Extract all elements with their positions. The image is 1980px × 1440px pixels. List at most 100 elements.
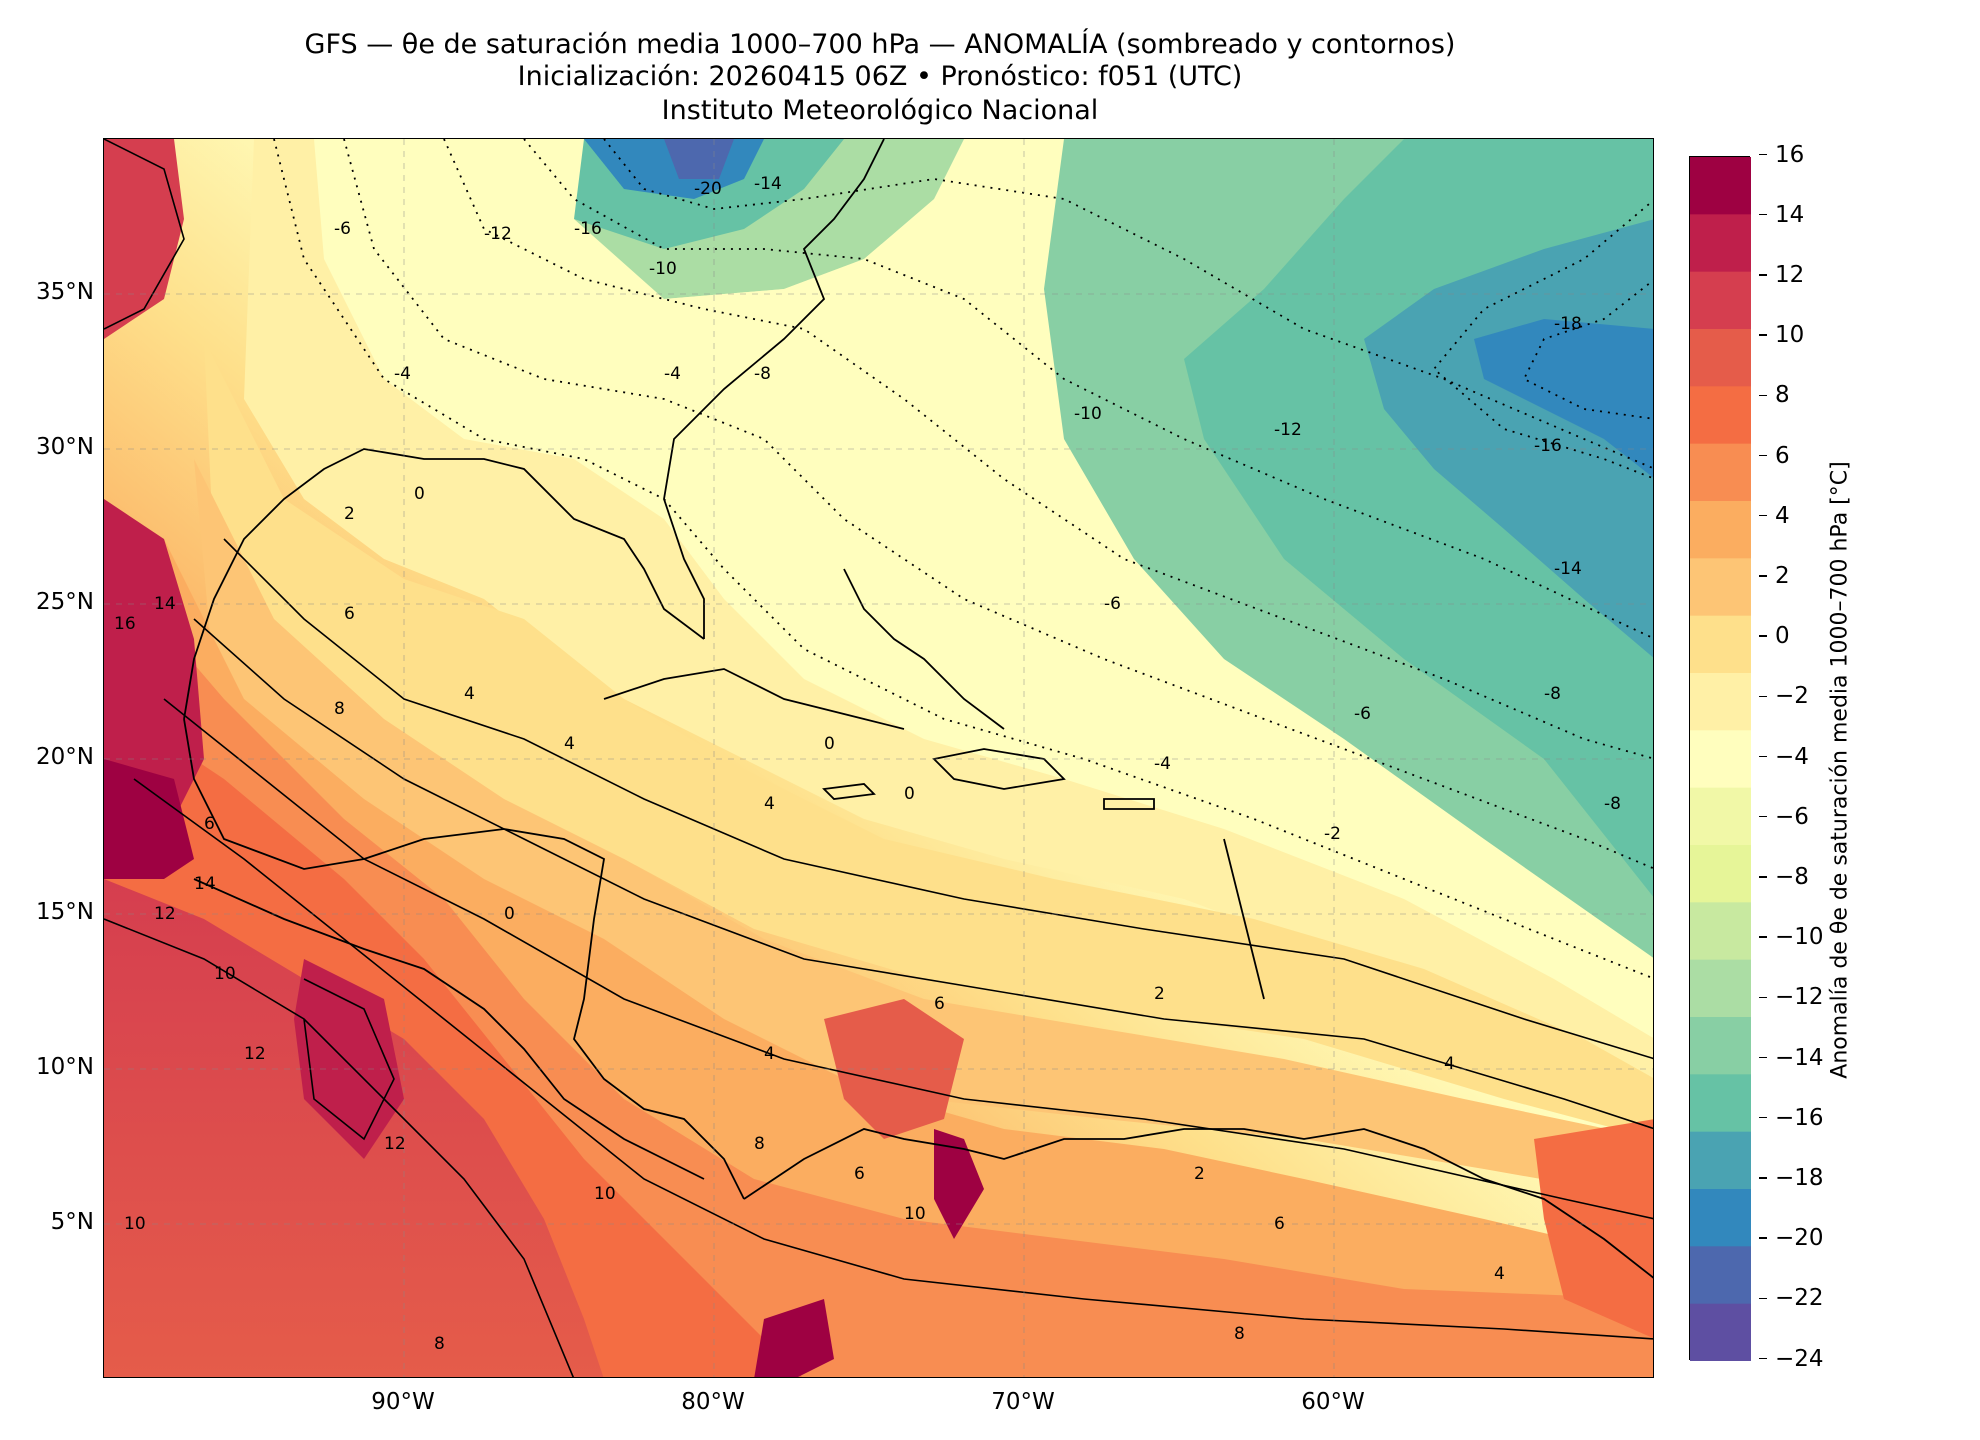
colorbar-swatch [1690,1303,1751,1361]
contour-label: -16 [1534,436,1562,456]
coast-us-east [663,139,885,639]
colorbar-tick: −6 [1759,803,1809,830]
coast-gulf [183,448,705,720]
init-forecast-subtitle: Inicialización: 20260415 06Z • Pronóstic… [517,61,1243,92]
contour-label: -8 [754,364,771,384]
lon-label-70w: 70°W [991,1389,1055,1415]
colorbar-swatch [1690,329,1751,387]
colorbar-swatch [1690,787,1751,846]
contour-label: 0 [414,484,425,504]
contour-label: 12 [154,904,176,924]
contour-label: -2 [1324,824,1341,844]
contour-label: -6 [1354,704,1371,724]
colorbar-swatch [1690,558,1751,617]
colorbar-swatch [1690,386,1751,445]
gridlines [104,139,1653,1377]
coast-hispaniola [932,748,1066,790]
colorbar-swatch [1690,1189,1751,1247]
colorbar-label-text: Anomalía de θe de saturación media 1000–… [1827,461,1853,1079]
lon-label-90w: 90°W [371,1389,435,1415]
contour-label: 10 [124,1214,146,1234]
contour-label: 14 [194,874,216,894]
colorbar-swatch [1690,1131,1751,1190]
coastlines [183,139,1653,1279]
contour-label: 8 [754,1134,765,1154]
colorbar-tick: −20 [1759,1225,1824,1251]
contour-label: -12 [1274,420,1302,440]
map-title: GFS — θe de saturación media 1000–700 hP… [304,29,1456,60]
lat-label-30n: 30°N [36,434,94,460]
contour-label: -10 [1074,404,1102,424]
lat-label-15n: 15°N [36,899,94,925]
contour-label: 6 [854,1164,865,1184]
colorbar-tick: −10 [1759,924,1824,950]
colorbar [1689,156,1751,1361]
anomaly-field-svg: -20 -18 -16 -16 -14 -14 -12 -12 -10 -10 … [104,139,1653,1377]
contour-label: 2 [1154,984,1165,1004]
contour-label: -18 [1554,314,1582,334]
lat-label-10n: 10°N [36,1054,94,1080]
contour-label: -6 [1104,594,1121,614]
band-hot-andes [934,1129,984,1239]
contours-positive [104,139,1653,1377]
band-warm-colombia [824,999,964,1139]
coast-puertorico [1103,798,1155,810]
contour-label: 10 [594,1184,616,1204]
contour-label: 6 [204,814,215,834]
map-panel: -20 -18 -16 -16 -14 -14 -12 -12 -10 -10 … [103,138,1654,1378]
colorbar-tick: 0 [1759,623,1790,649]
band-north-core [664,139,734,179]
colorbar-tick: 4 [1759,502,1790,529]
colorbar-tick: −22 [1759,1285,1824,1311]
colorbar-swatch [1690,501,1751,559]
coast-cuba [603,668,905,730]
contour-label: -4 [664,364,681,384]
contour-label: -20 [694,179,722,199]
colorbar-tick: 12 [1759,261,1804,288]
contour-label: 4 [764,1044,775,1064]
lat-label-20n: 20°N [36,744,94,770]
lon-label-80w: 80°W [681,1389,745,1415]
contour-label: -6 [334,219,351,239]
contour-label: -10 [649,259,677,279]
band-hot-nw [104,139,184,339]
contour-label: 10 [214,964,236,984]
contour-label: 16 [114,614,136,634]
colorbar-swatch [1690,730,1751,789]
colorbar-tick: −18 [1759,1164,1824,1191]
coast-jamaica [822,783,876,800]
contour-label: 8 [434,1334,445,1354]
contour-label: 8 [1234,1324,1245,1344]
contour-label-group: -20 -18 -16 -16 -14 -14 -12 -12 -10 -10 … [114,174,1621,1354]
colorbar-swatch [1690,845,1751,903]
contour-label: -4 [394,364,411,384]
contour-label: -16 [574,219,602,239]
colorbar-swatch [1690,1017,1751,1075]
colorbar-swatch [1690,443,1751,502]
colorbar-tick: 8 [1759,382,1790,408]
colorbar-swatch [1690,615,1751,674]
colorbar-tick: 2 [1759,562,1790,589]
colorbar-swatch [1690,271,1751,330]
colorbar-swatch [1690,959,1751,1018]
colorbar-tick: −24 [1759,1345,1824,1372]
contour-label: 8 [334,699,345,719]
band-minus2 [244,139,1653,1099]
contours-negative [273,139,1653,980]
band-warm-venezuela [1534,1119,1653,1339]
contour-label: 10 [904,1204,926,1224]
colorbar-tick: 6 [1759,442,1790,469]
lat-label-5n: 5°N [50,1209,94,1235]
contour-label: -14 [1554,559,1582,579]
contour-label: 4 [1494,1264,1505,1284]
institution-subtitle: Instituto Meteorológico Nacional [661,95,1099,126]
coast-antilles [1223,838,1265,1000]
contour-label: 14 [154,594,176,614]
band-plus12-pacific [294,959,404,1159]
coast-pacific-ca [193,878,705,1180]
colorbar-swatch [1690,902,1751,961]
colorbar-tick: 16 [1759,141,1804,168]
contour-label: -8 [1544,684,1561,704]
contour-label: 2 [1194,1164,1205,1184]
contour-label: 6 [1274,1214,1285,1234]
